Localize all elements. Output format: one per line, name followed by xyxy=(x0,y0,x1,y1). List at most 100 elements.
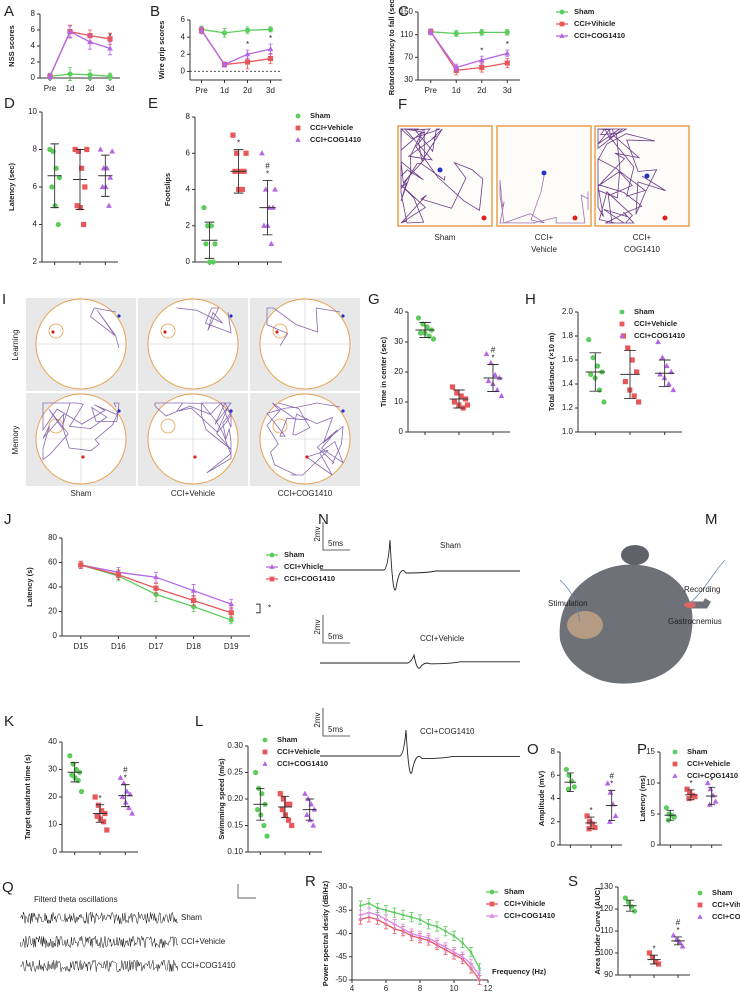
scale-y: 2mv xyxy=(313,712,322,727)
marker xyxy=(478,57,485,63)
y-axis-label: Target quadrant time (s) xyxy=(23,754,32,840)
marker xyxy=(571,784,577,790)
marker xyxy=(424,324,430,330)
marker xyxy=(295,137,301,142)
marker xyxy=(655,961,662,967)
marker xyxy=(269,576,275,582)
marker xyxy=(559,21,565,27)
wire xyxy=(559,559,726,623)
x-tick-label: Pre xyxy=(425,86,438,95)
y-tick-label: 4 xyxy=(181,32,186,41)
marker xyxy=(566,772,572,778)
y-axis-label: Latency (ms) xyxy=(638,775,647,822)
marker xyxy=(107,36,113,42)
significance: * xyxy=(246,40,249,49)
marker xyxy=(234,150,240,156)
legend-label: CCI+Vehicle xyxy=(277,747,320,756)
legend-label: CCI+COG1410 xyxy=(634,331,685,340)
y-tick-label: 6 xyxy=(181,15,186,24)
x-tick-label: D16 xyxy=(111,642,126,651)
marker xyxy=(589,821,595,827)
sd-bar xyxy=(658,359,671,387)
row-label: Learning xyxy=(11,329,20,360)
sd-bar xyxy=(566,772,574,792)
marker xyxy=(622,895,629,901)
marker xyxy=(376,913,379,916)
y-tick-label: 0 xyxy=(181,67,186,76)
marker xyxy=(87,72,93,78)
marker xyxy=(427,936,430,940)
y-tick-label: 60 xyxy=(48,558,57,567)
y-tick-label: 90 xyxy=(604,970,613,979)
sd-bar xyxy=(625,899,635,912)
marker xyxy=(267,46,274,52)
marker xyxy=(670,932,677,938)
marker xyxy=(261,822,267,829)
marker xyxy=(649,954,656,960)
marker-dot xyxy=(117,409,121,413)
column-label: CCI+Vehicle xyxy=(171,489,216,498)
trace xyxy=(42,402,120,461)
y-tick-label: 0.10 xyxy=(227,847,243,856)
muscle xyxy=(684,602,696,608)
trace-title: Filterd theta oscillations xyxy=(34,895,118,904)
y-tick-label: -30 xyxy=(335,882,347,891)
sd-bar xyxy=(687,789,695,801)
panel-letter: R xyxy=(305,873,316,890)
arena-label: CCI+ xyxy=(633,233,652,242)
y-tick-label: 150 xyxy=(400,7,414,16)
marker xyxy=(619,309,625,315)
legend-label: CCI+COG1410 xyxy=(504,911,555,920)
marker xyxy=(461,941,464,945)
significance: * xyxy=(710,776,713,785)
y-tick-label: 2 xyxy=(551,817,556,826)
marker xyxy=(559,33,565,38)
y-tick-label: 1.0 xyxy=(562,427,574,436)
marker xyxy=(261,222,267,228)
marker xyxy=(94,813,100,819)
marker xyxy=(596,387,603,393)
panel-letter: G xyxy=(368,291,380,308)
y-tick-label: 4 xyxy=(551,794,556,803)
panel-letter: F xyxy=(398,96,407,113)
marker xyxy=(427,922,430,926)
marker xyxy=(289,822,295,829)
marker xyxy=(244,51,251,57)
marker xyxy=(487,359,494,366)
marker xyxy=(87,38,93,45)
marker xyxy=(302,790,308,796)
marker xyxy=(287,801,293,807)
x-tick-label: 2d xyxy=(86,84,95,93)
marker xyxy=(666,380,672,387)
marker xyxy=(56,175,63,181)
marker xyxy=(127,791,134,797)
legend-label: CCI+Vihicle xyxy=(574,19,615,28)
marker xyxy=(269,552,275,558)
panel-letter: D xyxy=(4,95,15,112)
significance: * xyxy=(491,354,494,363)
marker xyxy=(262,737,268,743)
series-line xyxy=(430,31,508,69)
marker xyxy=(84,146,90,153)
y-axis-label: Latency (sec) xyxy=(7,163,16,211)
y-tick-label: -50 xyxy=(335,975,347,984)
arena-label: Sham xyxy=(435,233,456,242)
marker xyxy=(657,371,663,377)
marker xyxy=(697,890,703,896)
marker-dot xyxy=(572,215,578,221)
y-tick-label: 130 xyxy=(600,882,614,891)
marker xyxy=(228,601,235,607)
sd-bar xyxy=(608,789,616,822)
x-tick-label: Pre xyxy=(195,86,208,95)
marker xyxy=(277,791,283,797)
marker xyxy=(401,913,405,917)
legend-label: CCI+COG1410 xyxy=(284,574,335,583)
legend-label: Sham xyxy=(284,550,305,559)
y-tick-label: 8 xyxy=(186,112,191,121)
panel-letter: E xyxy=(148,95,158,112)
panel-letter: K xyxy=(4,713,14,730)
marker xyxy=(672,761,678,767)
x-tick-label: 3d xyxy=(503,86,512,95)
scale-bar xyxy=(322,615,350,644)
legend-label: Sham xyxy=(574,7,595,16)
